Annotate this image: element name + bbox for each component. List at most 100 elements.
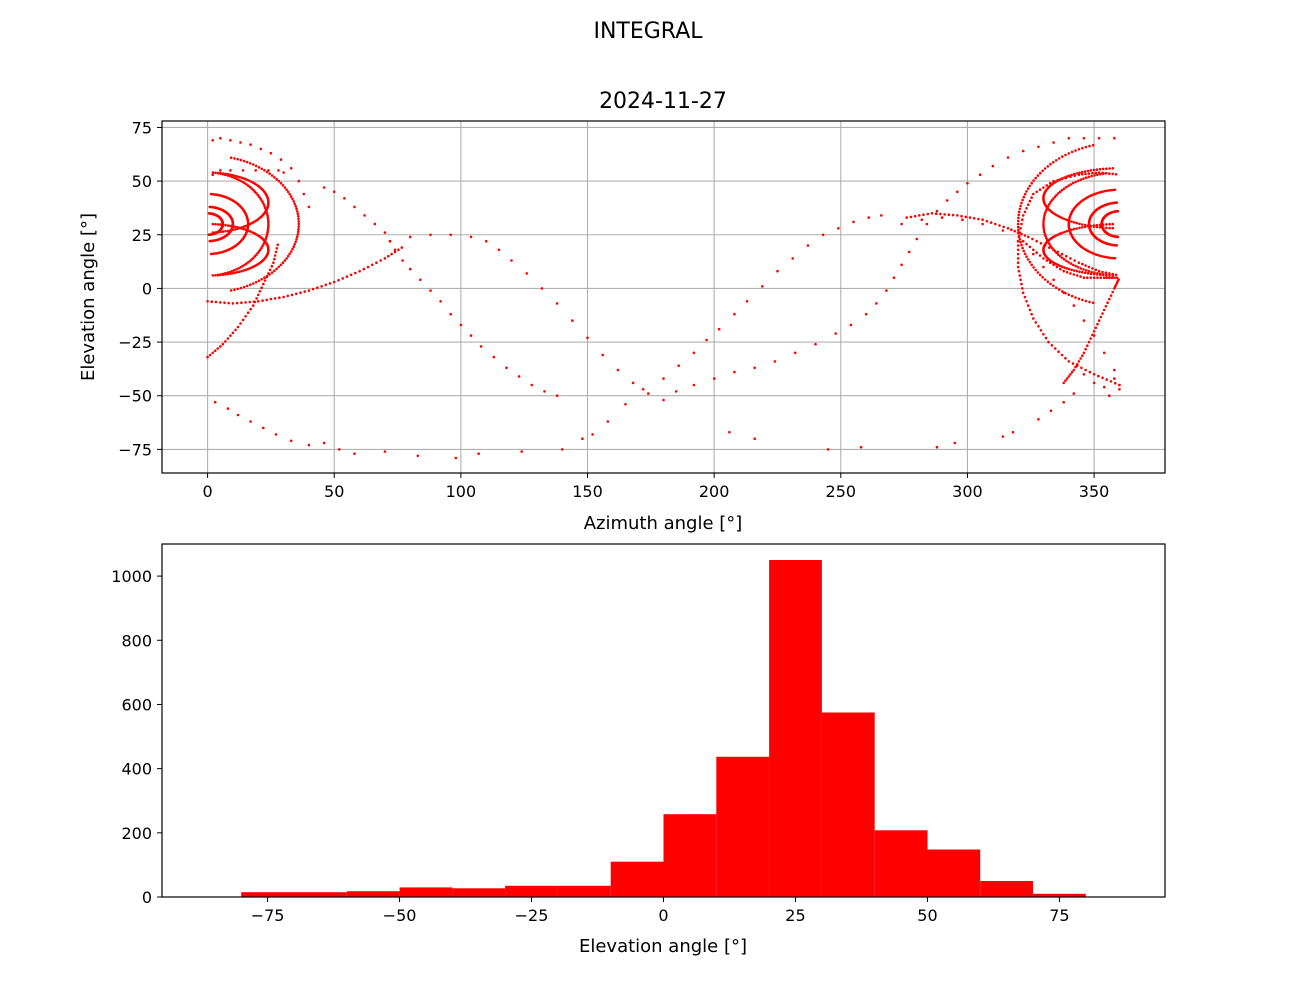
scatter-point xyxy=(1028,245,1032,249)
scatter-point xyxy=(1105,273,1108,277)
scatter-point xyxy=(265,298,269,302)
scatter-point xyxy=(1052,278,1055,282)
scatter-point xyxy=(1094,268,1098,272)
scatter-point xyxy=(1036,271,1040,274)
scatter-point xyxy=(362,267,366,271)
scatter-point xyxy=(293,202,297,206)
scatter-point xyxy=(885,289,888,292)
scatter-point xyxy=(246,229,250,232)
scatter-y-tick-label: −50 xyxy=(118,387,152,406)
scatter-point xyxy=(273,269,276,273)
histogram-bar xyxy=(980,881,1033,897)
scatter-point xyxy=(262,282,265,286)
scatter-point xyxy=(662,377,665,380)
scatter-point xyxy=(1087,175,1091,179)
scatter-point xyxy=(1060,256,1064,260)
scatter-point xyxy=(953,441,957,445)
scatter-point xyxy=(1087,265,1091,269)
scatter-point xyxy=(1069,262,1073,265)
scatter-point xyxy=(249,420,252,423)
scatter-point xyxy=(257,279,261,283)
scatter-point xyxy=(1116,235,1120,239)
scatter-x-tick-label: 100 xyxy=(446,482,477,501)
scatter-point xyxy=(303,290,307,293)
scatter-point xyxy=(1070,268,1073,272)
scatter-point xyxy=(1043,212,1047,216)
scatter-point xyxy=(1042,218,1045,222)
scatter-point xyxy=(324,283,328,287)
scatter-point xyxy=(761,285,764,288)
scatter-point xyxy=(1063,266,1066,269)
scatter-point xyxy=(1071,263,1075,267)
scatter-point xyxy=(236,287,239,291)
scatter-x-axis-label: Azimuth angle [°] xyxy=(584,513,743,534)
scatter-point xyxy=(733,370,736,374)
scatter-point xyxy=(1111,167,1115,170)
scatter-point xyxy=(1113,381,1117,385)
histogram-bar xyxy=(346,891,400,897)
scatter-point xyxy=(484,239,488,243)
scatter-point xyxy=(1025,207,1028,210)
histogram-bar xyxy=(716,756,770,897)
scatter-point xyxy=(940,216,944,219)
scatter-point xyxy=(1078,226,1081,230)
scatter-point xyxy=(246,178,250,182)
scatter-point xyxy=(859,445,863,449)
scatter-point xyxy=(240,269,243,273)
scatter-point xyxy=(892,276,896,280)
scatter-point xyxy=(934,212,938,215)
scatter-point xyxy=(297,227,300,231)
scatter-point xyxy=(920,218,924,221)
scatter-point xyxy=(307,205,311,209)
scatter-point xyxy=(288,252,292,256)
scatter-point xyxy=(262,426,265,430)
scatter-point xyxy=(243,181,246,185)
scatter-point xyxy=(244,315,247,318)
histogram-bar xyxy=(294,892,347,897)
scatter-point xyxy=(1087,340,1091,344)
scatter-point xyxy=(1065,185,1068,189)
scatter-point xyxy=(909,215,913,219)
scatter-point xyxy=(211,351,214,355)
scatter-point xyxy=(991,164,995,168)
scatter-point xyxy=(1042,186,1045,189)
scatter-point xyxy=(251,163,255,166)
scatter-point xyxy=(229,224,232,228)
scatter-point xyxy=(1095,273,1099,276)
histogram-x-tick-label: 0 xyxy=(658,906,668,925)
scatter-point xyxy=(1057,192,1060,195)
scatter-point xyxy=(279,158,283,161)
histogram-bar xyxy=(241,892,294,897)
histogram-bar xyxy=(927,849,981,897)
scatter-y-tick-label: −75 xyxy=(118,440,152,459)
scatter-point xyxy=(236,325,240,329)
scatter-point xyxy=(1034,176,1037,180)
scatter-point xyxy=(1113,136,1116,140)
scatter-point xyxy=(216,273,220,277)
scatter-point xyxy=(338,448,341,451)
scatter-point xyxy=(1111,256,1115,260)
scatter-point xyxy=(1043,167,1047,170)
scatter-point xyxy=(1080,223,1084,226)
scatter-point xyxy=(1075,221,1079,225)
scatter-point xyxy=(266,216,270,220)
scatter-point xyxy=(705,338,708,342)
scatter-point xyxy=(1092,225,1096,228)
scatter-point xyxy=(328,282,332,285)
scatter-point xyxy=(401,259,404,262)
scatter-point xyxy=(1052,263,1055,267)
scatter-point xyxy=(1016,244,1020,247)
scatter-point xyxy=(1044,336,1048,340)
scatter-point xyxy=(1111,226,1115,230)
scatter-point xyxy=(1028,260,1032,264)
scatter-point xyxy=(1028,184,1032,188)
scatter-point xyxy=(1113,377,1116,380)
scatter-point xyxy=(606,420,610,423)
scatter-point xyxy=(1080,170,1084,174)
scatter-point xyxy=(1006,156,1010,159)
scatter-point xyxy=(244,228,248,232)
scatter-point xyxy=(1108,394,1111,398)
scatter-point xyxy=(341,277,345,280)
scatter-point xyxy=(956,190,959,194)
scatter-point xyxy=(245,183,248,186)
